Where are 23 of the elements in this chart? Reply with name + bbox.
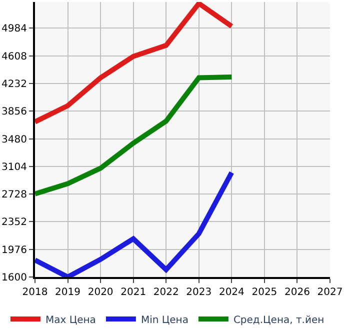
x-tick-label: 2024	[218, 287, 244, 298]
legend-label: Сред.Цена, т.йен	[233, 314, 324, 326]
y-tick-label: 4608	[2, 51, 27, 62]
legend-label: Min Цена	[140, 314, 188, 326]
x-tick-label: 2021	[120, 287, 146, 298]
y-tick-label: 2728	[2, 190, 27, 201]
y-tick-label: 1600	[2, 272, 27, 284]
x-tick-label: 2020	[88, 287, 114, 298]
y-tick-label: 1976	[2, 244, 27, 256]
x-tick-label: 2026	[284, 287, 310, 298]
y-tick-label: 2352	[2, 217, 27, 228]
y-tick-label: 3856	[2, 106, 27, 118]
x-tick-label: 2022	[153, 287, 179, 298]
x-tick-label: 2023	[186, 287, 212, 298]
x-tick-label: 2019	[55, 287, 81, 298]
x-tick-label: 2018	[22, 287, 48, 298]
x-tick-label: 2025	[252, 287, 278, 298]
legend-label: Max Цена	[46, 314, 96, 326]
y-tick-label: 4232	[2, 78, 27, 90]
y-tick-label: 4984	[2, 24, 27, 35]
y-tick-label: 3104	[2, 162, 27, 173]
x-tick-label: 2027	[317, 287, 343, 298]
y-tick-label: 3480	[2, 134, 27, 146]
